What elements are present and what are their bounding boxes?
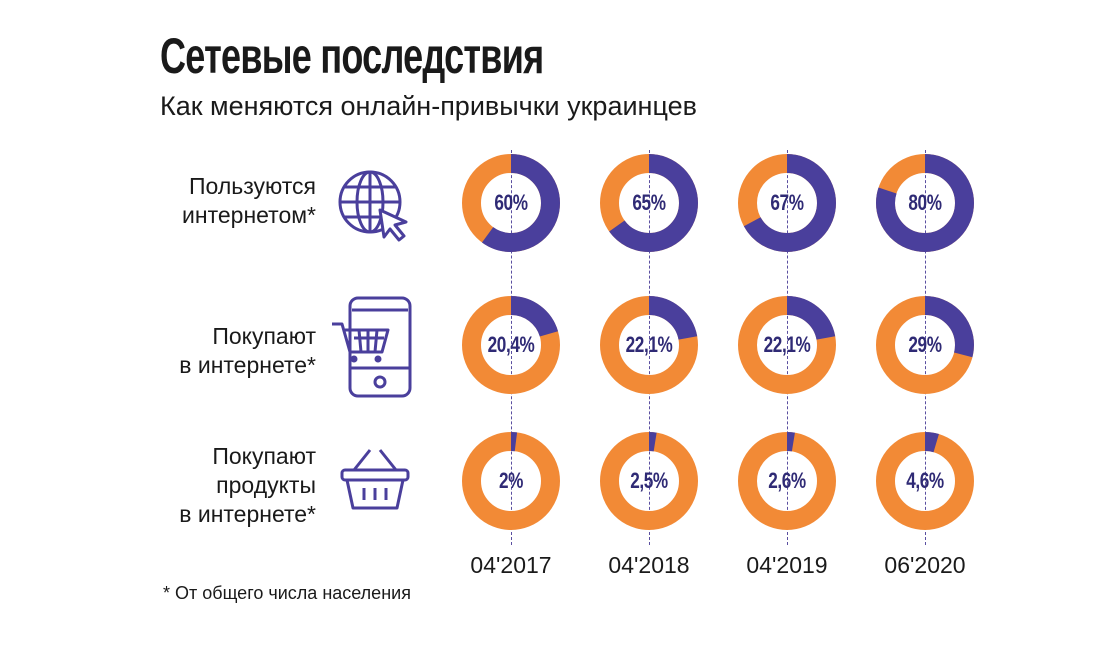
- value-label: 80%: [908, 190, 942, 215]
- value-label: 65%: [632, 190, 666, 215]
- value-label: 60%: [494, 190, 528, 215]
- donut-share-arc: [738, 296, 836, 394]
- chart-title: Сетевые последствия: [160, 28, 544, 84]
- value-label: 2%: [498, 468, 524, 493]
- row-label-online-shoppers: Покупают в интернете*: [179, 322, 316, 380]
- column-guide: [511, 150, 512, 545]
- donut-share-arc: [876, 296, 974, 394]
- value-label: 29%: [908, 332, 942, 357]
- row-label-line: Покупают: [212, 443, 316, 469]
- row-label-line: продукты: [216, 472, 316, 498]
- value-label: 4,6%: [906, 468, 944, 493]
- donut-share-arc: [600, 296, 698, 394]
- donut-share-arc: [462, 154, 560, 252]
- donut-share-arc: [876, 154, 974, 252]
- donut-share-arc: [876, 432, 974, 530]
- period-label: 04'2018: [608, 552, 690, 578]
- phone-cart-icon: [332, 296, 412, 398]
- value-label: 2,5%: [630, 468, 668, 493]
- column-guide: [649, 150, 650, 545]
- donut-share-arc: [600, 154, 698, 252]
- globe-cursor-icon: [338, 170, 408, 242]
- period-label: 04'2017: [470, 552, 552, 578]
- column-guide: [787, 150, 788, 545]
- value-label: 20,4%: [487, 332, 535, 357]
- donut-share-arc: [462, 296, 560, 394]
- column-guide: [925, 150, 926, 545]
- donut-share-arc: [738, 432, 836, 530]
- value-label: 22,1%: [763, 332, 811, 357]
- donut-share-arc: [738, 154, 836, 252]
- value-label: 67%: [770, 190, 804, 215]
- donut-share-arc: [600, 432, 698, 530]
- row-label-internet-users: Пользуются интернетом*: [182, 172, 316, 230]
- row-label-line: в интернете*: [179, 501, 316, 527]
- row-label-grocery-shoppers: Покупают продукты в интернете*: [179, 442, 316, 529]
- value-label: 2,6%: [768, 468, 806, 493]
- chart-subtitle: Как меняются онлайн-привычки украинцев: [160, 91, 697, 121]
- row-label-line: в интернете*: [179, 352, 316, 378]
- period-label: 04'2019: [746, 552, 828, 578]
- grocery-basket-icon: [340, 449, 410, 510]
- row-label-line: Покупают: [212, 323, 316, 349]
- donut-share-arc: [462, 432, 560, 530]
- row-label-line: интернетом*: [182, 202, 316, 228]
- value-label: 22,1%: [625, 332, 673, 357]
- footnote: * От общего числа населения: [163, 583, 411, 603]
- period-label: 06'2020: [884, 552, 966, 578]
- row-label-line: Пользуются: [189, 173, 316, 199]
